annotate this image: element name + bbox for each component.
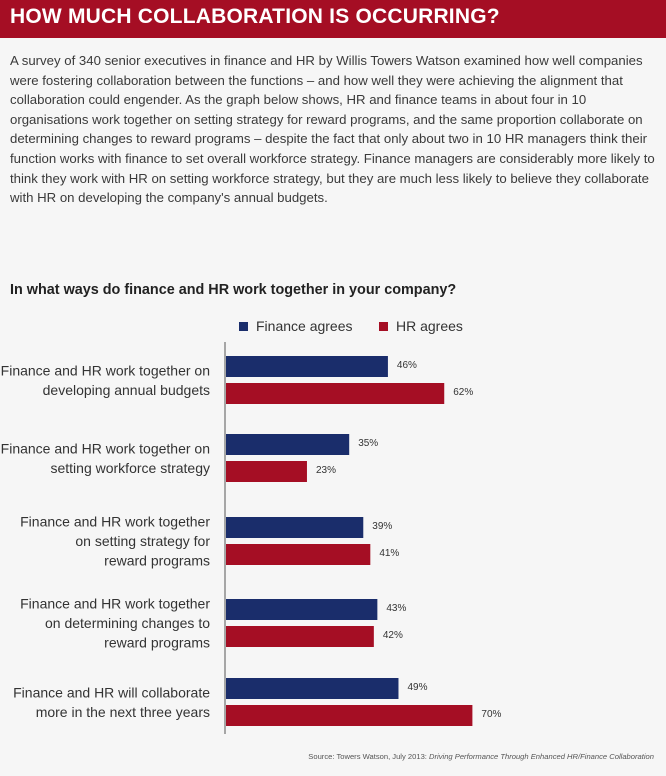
category-label: Finance and HR will collaborate <box>13 684 210 700</box>
legend-item-hr: HR agrees <box>379 318 463 334</box>
category-label: Finance and HR work together on <box>1 440 210 456</box>
data-label-hr: 23% <box>316 465 336 476</box>
bar-chart: Finance and HR work together on developin… <box>1 342 502 734</box>
source-note: Source: Towers Watson, July 2013: Drivin… <box>308 752 654 761</box>
category-label: setting workforce strategy <box>50 460 210 476</box>
category-label: Finance and HR work together <box>20 596 210 612</box>
bar-hr <box>226 705 473 726</box>
intro-paragraph: A survey of 340 senior executives in fin… <box>10 53 655 206</box>
bar-finance <box>226 356 388 377</box>
data-label-finance: 43% <box>386 603 406 614</box>
data-label-hr: 41% <box>379 548 399 559</box>
category-label: Finance and HR work together on <box>1 362 210 378</box>
legend-label-hr: HR agrees <box>396 318 463 334</box>
category-label: Finance and HR work together <box>20 514 210 530</box>
bar-finance <box>226 599 378 620</box>
category-label: on setting strategy for <box>75 533 210 549</box>
category-label: reward programs <box>104 635 210 651</box>
category-label: developing annual budgets <box>43 382 210 398</box>
bar-finance <box>226 434 350 455</box>
bar-hr <box>226 461 307 482</box>
category-label: reward programs <box>104 553 210 569</box>
legend-swatch-finance <box>239 321 248 331</box>
legend-swatch-hr <box>379 321 388 331</box>
legend-label-finance: Finance agrees <box>256 318 353 334</box>
data-label-hr: 62% <box>453 387 473 398</box>
chart-legend: Finance agrees HR agrees <box>0 318 666 338</box>
data-label-hr: 42% <box>383 630 403 641</box>
legend-item-finance: Finance agrees <box>239 318 353 334</box>
bar-hr <box>226 626 374 647</box>
bar-hr <box>226 544 371 565</box>
category-label: on determining changes to <box>45 615 210 631</box>
source-title: Driving Performance Through Enhanced HR/… <box>429 752 654 761</box>
data-label-finance: 39% <box>372 521 392 532</box>
chart-title: In what ways do finance and HR work toge… <box>10 282 457 298</box>
source-prefix: Source: Towers Watson, July 2013: <box>308 752 430 761</box>
bar-hr <box>226 383 445 404</box>
category-label: more in the next three years <box>36 704 210 720</box>
data-label-hr: 70% <box>481 709 501 720</box>
bar-finance <box>226 517 364 538</box>
data-label-finance: 46% <box>397 360 417 371</box>
data-label-finance: 35% <box>358 438 378 449</box>
data-label-finance: 49% <box>407 682 427 693</box>
bar-finance <box>226 678 399 699</box>
header-banner: HOW MUCH COLLABORATION IS OCCURRING? <box>0 0 666 38</box>
page-title: HOW MUCH COLLABORATION IS OCCURRING? <box>10 5 500 28</box>
